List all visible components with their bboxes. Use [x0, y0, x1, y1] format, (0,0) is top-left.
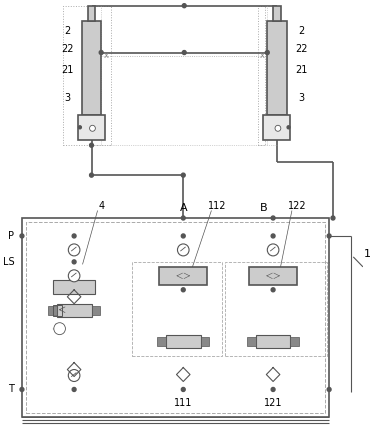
- Text: 22: 22: [295, 43, 307, 54]
- Bar: [166, 334, 201, 348]
- Text: x: x: [104, 51, 108, 60]
- Circle shape: [327, 388, 331, 392]
- Bar: [201, 337, 209, 346]
- Circle shape: [20, 234, 24, 238]
- Text: 2: 2: [64, 26, 70, 35]
- Text: 121: 121: [264, 398, 282, 408]
- Circle shape: [265, 51, 269, 54]
- Bar: [247, 337, 256, 346]
- Bar: [273, 6, 281, 21]
- Circle shape: [177, 244, 189, 256]
- Bar: [225, 262, 327, 356]
- Text: x: x: [260, 51, 265, 60]
- Bar: [82, 21, 101, 115]
- Bar: [78, 115, 105, 140]
- Circle shape: [271, 216, 275, 220]
- Circle shape: [182, 51, 186, 54]
- Circle shape: [181, 216, 185, 220]
- Text: T: T: [9, 385, 14, 394]
- Circle shape: [20, 388, 24, 392]
- Bar: [132, 262, 222, 356]
- Text: 3: 3: [298, 93, 304, 103]
- Text: 21: 21: [61, 66, 73, 75]
- Bar: [290, 337, 299, 346]
- Bar: [63, 6, 111, 145]
- Text: LS: LS: [3, 257, 14, 267]
- Text: 1: 1: [364, 249, 371, 259]
- Bar: [48, 306, 57, 315]
- Circle shape: [72, 234, 76, 238]
- Bar: [92, 306, 100, 315]
- Text: 122: 122: [288, 201, 306, 211]
- Text: 2: 2: [298, 26, 304, 35]
- Bar: [157, 337, 166, 346]
- Circle shape: [72, 388, 76, 392]
- Text: 111: 111: [174, 398, 193, 408]
- Circle shape: [181, 288, 185, 292]
- Circle shape: [89, 143, 93, 147]
- Circle shape: [287, 126, 290, 129]
- Text: 21: 21: [295, 66, 307, 75]
- Circle shape: [181, 388, 185, 392]
- Circle shape: [54, 323, 65, 334]
- Bar: [257, 6, 265, 145]
- Circle shape: [89, 125, 95, 131]
- Bar: [256, 334, 290, 348]
- Text: 3: 3: [64, 93, 70, 103]
- Bar: [57, 304, 92, 317]
- Bar: [249, 267, 297, 285]
- Bar: [159, 267, 207, 285]
- Circle shape: [271, 388, 275, 392]
- Bar: [263, 115, 290, 140]
- Circle shape: [271, 234, 275, 238]
- Circle shape: [181, 234, 185, 238]
- Circle shape: [99, 51, 103, 54]
- Text: 112: 112: [208, 201, 226, 211]
- Circle shape: [267, 244, 279, 256]
- Bar: [267, 21, 287, 115]
- Circle shape: [275, 125, 281, 131]
- Circle shape: [68, 270, 80, 282]
- Text: P: P: [8, 231, 14, 241]
- Circle shape: [78, 126, 81, 129]
- Circle shape: [89, 173, 93, 177]
- Circle shape: [331, 216, 335, 220]
- Text: A: A: [180, 203, 187, 213]
- Circle shape: [68, 244, 80, 256]
- Bar: [88, 6, 95, 21]
- Circle shape: [68, 369, 80, 381]
- Text: B: B: [260, 203, 267, 213]
- Text: 4: 4: [98, 201, 104, 211]
- Text: 22: 22: [61, 43, 73, 54]
- Circle shape: [72, 260, 76, 264]
- Circle shape: [271, 288, 275, 292]
- Bar: [26, 222, 325, 413]
- Circle shape: [181, 173, 185, 177]
- Circle shape: [182, 4, 186, 8]
- Bar: [53, 305, 62, 316]
- Bar: [22, 218, 329, 417]
- Bar: [53, 280, 95, 294]
- Circle shape: [327, 234, 331, 238]
